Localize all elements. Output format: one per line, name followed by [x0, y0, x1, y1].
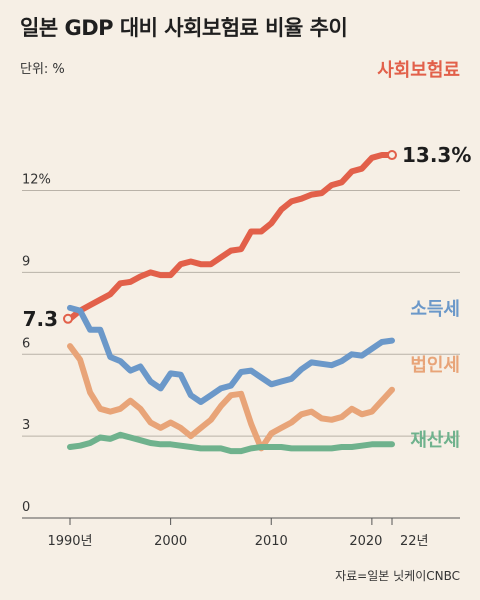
series-label-0: 사회보험료: [377, 59, 460, 81]
end-value-label: 13.3%: [402, 143, 471, 167]
gridlines: [22, 190, 460, 437]
source-label: 자료=일본 닛케이CNBC: [335, 569, 460, 583]
y-tick-label: 9: [22, 254, 30, 269]
series-line-1: [67, 304, 395, 405]
series-line-0: [67, 152, 395, 322]
end-marker: [387, 150, 397, 161]
x-tick-label: 2000: [154, 534, 187, 549]
unit-label: 단위: %: [20, 62, 65, 77]
series-line-3: [67, 431, 395, 455]
start-marker: [63, 313, 73, 324]
axes: 0 3 6 9 12% 1990년 2000 2010 2020 22년: [22, 173, 460, 549]
y-tick-label: 3: [22, 418, 30, 433]
y-tick-label: 6: [22, 336, 30, 351]
x-tick-label: 2020: [349, 534, 382, 549]
start-value-label: 7.3: [23, 307, 58, 331]
y-tick-label: 12%: [22, 173, 51, 188]
series-label-3: 재산세: [410, 430, 460, 451]
y-tick-label: 0: [22, 500, 30, 515]
series-label-2: 법인세: [410, 355, 460, 376]
series-lines: [67, 152, 395, 455]
series-line-2: [67, 343, 395, 452]
x-tick-label: 22년: [400, 534, 429, 549]
x-tick-label: 2010: [255, 534, 288, 549]
chart-title: 일본 GDP 대비 사회보험료 비율 추이: [20, 16, 348, 40]
x-tick-label: 1990년: [47, 534, 92, 549]
series-label-1: 소득세: [410, 299, 460, 320]
